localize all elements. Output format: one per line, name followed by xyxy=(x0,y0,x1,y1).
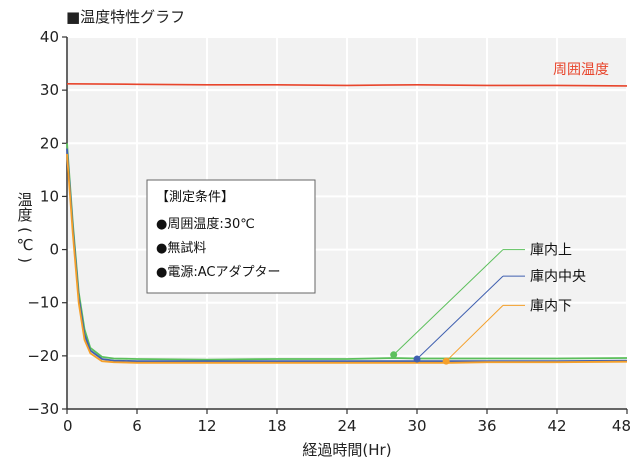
conditions-heading: 【測定条件】 xyxy=(156,189,234,205)
y-tick-label: 40 xyxy=(40,28,59,46)
x-tick-label: 24 xyxy=(337,417,356,435)
y-axis-label-char: ℃ xyxy=(17,236,34,254)
x-tick-labels: 0 6 12 18 24 30 36 42 48 xyxy=(63,417,631,435)
x-tick-label: 42 xyxy=(547,417,566,435)
conditions-line: ●周囲温度:30℃ xyxy=(156,216,255,232)
series-line-4 xyxy=(66,153,628,364)
y-tick-label: −20 xyxy=(27,347,59,365)
x-tick-label: 36 xyxy=(477,417,496,435)
y-tick-label: −30 xyxy=(27,400,59,418)
series-line-1 xyxy=(66,83,628,87)
chart-title: ■温度特性グラフ xyxy=(66,8,186,26)
y-tick-label: 10 xyxy=(40,187,59,205)
series-marker xyxy=(390,351,398,359)
x-axis-label: 経過時間(Hr) xyxy=(302,441,391,459)
y-axis-label-char: ) xyxy=(16,257,34,263)
x-tick-label: 30 xyxy=(407,417,426,435)
series-label: 庫内中央 xyxy=(530,268,586,285)
x-tick-label: 48 xyxy=(612,417,631,435)
series-label: 庫内上 xyxy=(530,242,572,259)
conditions-box: 【測定条件】 ●周囲温度:30℃ ●無試料 ●電源:ACアダプター xyxy=(146,179,316,294)
y-tick-label: 20 xyxy=(40,134,59,152)
ambient-temp-label: 周囲温度 xyxy=(553,62,609,78)
y-axis-label: 温度 ( ℃) xyxy=(16,191,34,263)
y-tick-labels: 40 30 20 10 0 −10 −20 −30 xyxy=(27,28,59,418)
leader-line xyxy=(416,275,504,360)
y-axis-label-char: 度 xyxy=(17,206,32,224)
x-tick-label: 12 xyxy=(197,417,216,435)
axes xyxy=(62,36,628,414)
series-lines xyxy=(66,83,628,364)
y-axis-label-char: 温 xyxy=(17,191,32,209)
conditions-line: ●電源:ACアダプター xyxy=(156,265,280,280)
x-tick-label: 6 xyxy=(132,417,142,435)
leader-line xyxy=(445,305,504,362)
y-tick-label: −10 xyxy=(27,294,59,312)
x-tick-label: 0 xyxy=(63,417,73,435)
conditions-line: ●無試料 xyxy=(156,240,206,256)
y-axis-label-char: ( xyxy=(16,227,34,233)
leader-line xyxy=(393,249,504,356)
series-marker xyxy=(413,355,421,363)
y-tick-label: 30 xyxy=(40,81,59,99)
series-label: 庫内下 xyxy=(530,297,572,314)
y-tick-label: 0 xyxy=(49,241,59,259)
series-marker xyxy=(442,357,450,365)
x-tick-label: 18 xyxy=(267,417,286,435)
conditions-box-frame xyxy=(146,179,316,294)
